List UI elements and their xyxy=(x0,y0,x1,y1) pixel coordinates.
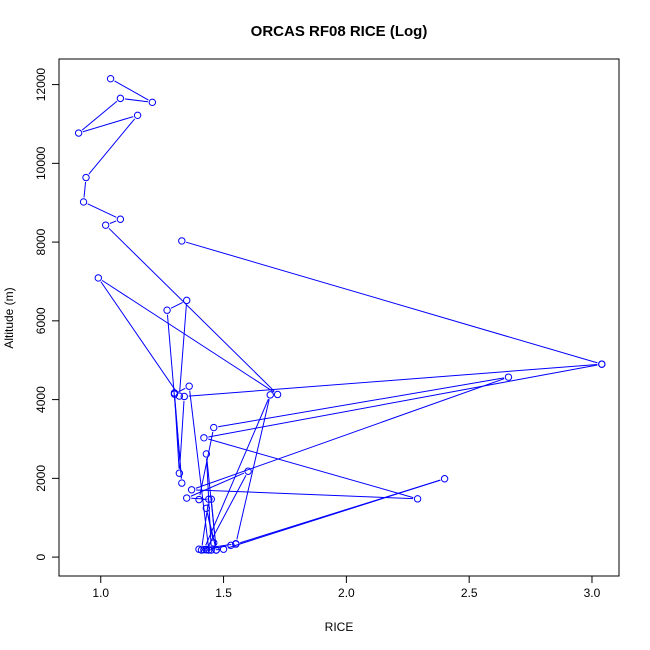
data-point xyxy=(205,495,213,503)
series-segment xyxy=(218,377,505,428)
y-tick-label: 4000 xyxy=(34,386,48,413)
plot-area-frame xyxy=(58,58,620,577)
series-segment xyxy=(108,227,275,392)
data-point xyxy=(212,546,220,554)
x-axis-label: RICE xyxy=(325,620,354,634)
series-segment xyxy=(101,279,275,393)
data-point xyxy=(116,94,125,103)
series-segment xyxy=(87,203,117,218)
series-segment xyxy=(208,438,414,499)
data-point xyxy=(232,540,240,548)
data-point xyxy=(210,539,218,547)
data-point xyxy=(94,274,102,282)
data-point xyxy=(207,495,215,503)
series-segment xyxy=(190,472,245,497)
data-point xyxy=(200,545,208,554)
data-point xyxy=(183,296,191,305)
data-point xyxy=(598,360,606,368)
series-segment xyxy=(178,387,186,393)
series-segment xyxy=(174,397,180,469)
series-segment xyxy=(201,503,209,546)
data-point xyxy=(413,495,422,503)
data-point xyxy=(440,475,449,483)
data-point xyxy=(202,450,211,458)
series-layer xyxy=(74,74,606,554)
x-tick-label: 2.0 xyxy=(338,586,355,600)
data-point xyxy=(133,111,142,120)
chart-title: ORCAS RF08 RICE (Log) xyxy=(251,23,428,40)
data-point xyxy=(266,391,274,399)
x-tick-label: 2.5 xyxy=(461,586,478,600)
data-point xyxy=(185,382,193,390)
data-point xyxy=(178,479,186,487)
data-point xyxy=(175,469,184,477)
data-point xyxy=(202,504,211,512)
series-segment xyxy=(208,364,598,438)
data-point xyxy=(200,434,208,442)
series-segment xyxy=(88,118,136,175)
series-segment xyxy=(109,220,117,224)
x-tick-label: 1.0 xyxy=(92,586,109,600)
data-point xyxy=(504,373,513,381)
data-point xyxy=(148,98,157,107)
series-segment xyxy=(236,399,270,540)
series-segment xyxy=(188,364,598,397)
y-tick-label: 0 xyxy=(34,553,48,560)
series-segment xyxy=(100,281,178,393)
data-point xyxy=(244,467,252,475)
series-segment xyxy=(114,80,149,101)
y-tick-label: 2000 xyxy=(34,465,48,492)
series-segment xyxy=(185,241,598,364)
y-tick-label: 10000 xyxy=(34,146,48,180)
data-point xyxy=(183,494,191,502)
series-segment xyxy=(170,301,183,309)
data-point xyxy=(187,486,196,494)
series-segment xyxy=(196,489,414,500)
data-point xyxy=(195,545,203,553)
y-axis: 0 2000 4000 6000 8000 10000 12000 xyxy=(34,68,60,560)
data-point xyxy=(202,545,211,554)
series-segment xyxy=(124,98,148,103)
x-tick-label: 3.0 xyxy=(584,586,601,600)
data-point xyxy=(180,392,188,401)
series-segment xyxy=(179,304,187,392)
data-point xyxy=(227,541,235,549)
data-point xyxy=(178,237,186,245)
data-point xyxy=(82,173,90,182)
series-segment xyxy=(227,479,441,549)
series-segment xyxy=(83,181,87,198)
y-axis-label: Altitude (m) xyxy=(2,287,16,348)
series-segment xyxy=(82,116,134,133)
series-segment xyxy=(81,100,118,131)
data-point xyxy=(116,215,125,223)
data-point xyxy=(205,546,213,554)
data-point xyxy=(163,306,171,314)
series-segment xyxy=(189,390,209,546)
series-segment xyxy=(205,398,269,546)
data-point xyxy=(207,546,215,554)
y-tick-label: 12000 xyxy=(34,68,48,102)
x-tick-label: 1.5 xyxy=(215,586,232,600)
data-point xyxy=(74,129,83,137)
series-segment xyxy=(179,400,185,469)
data-point xyxy=(195,495,203,504)
data-point xyxy=(106,74,115,83)
data-point xyxy=(79,198,88,206)
series-segment xyxy=(203,543,232,550)
data-point xyxy=(210,423,218,432)
data-point xyxy=(101,221,110,229)
y-tick-label: 6000 xyxy=(34,307,48,334)
data-point xyxy=(273,390,282,399)
series-segment xyxy=(195,378,505,489)
y-tick-label: 8000 xyxy=(34,228,48,255)
x-axis: 1.0 1.5 2.0 2.5 3.0 xyxy=(92,575,601,600)
data-point xyxy=(170,390,179,398)
data-point xyxy=(219,545,228,553)
